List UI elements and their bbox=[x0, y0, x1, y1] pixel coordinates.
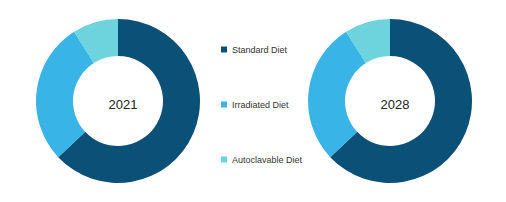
svg-text:2028: 2028 bbox=[381, 97, 410, 112]
svg-text:2021: 2021 bbox=[109, 97, 138, 112]
svg-text:Autoclavable Diet: Autoclavable Diet bbox=[232, 155, 303, 165]
svg-text:Irradiated Diet: Irradiated Diet bbox=[232, 100, 289, 110]
svg-text:Standard Diet: Standard Diet bbox=[232, 45, 288, 55]
